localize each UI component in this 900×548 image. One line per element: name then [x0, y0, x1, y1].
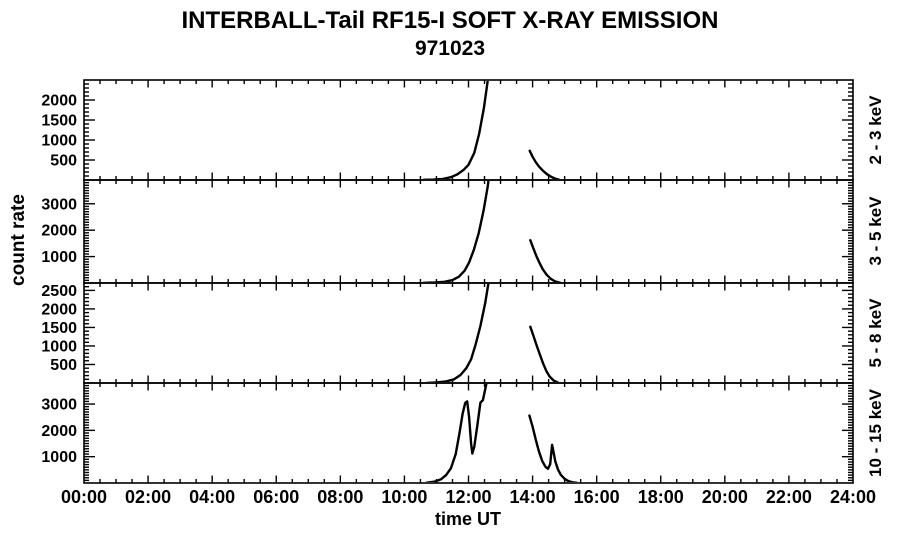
y-tick-label: 2500: [41, 283, 77, 300]
y-tick-label: 1000: [41, 449, 77, 466]
count-rate-curve-segment: [422, 81, 489, 179]
y-tick-label: 1000: [41, 133, 77, 150]
y-tick-label: 2000: [41, 301, 77, 318]
chart-title: INTERBALL-Tail RF15-I SOFT X-RAY EMISSIO…: [181, 7, 719, 34]
count-rate-curve-segment: [426, 284, 490, 382]
x-tick-label: 02:00: [125, 487, 171, 507]
panel-border: [83, 282, 854, 384]
y-tick-label: 500: [50, 357, 77, 374]
x-tick-label: 16:00: [574, 487, 620, 507]
x-tick-label: 06:00: [253, 487, 299, 507]
panel-border: [83, 382, 854, 484]
y-tick-label: 1500: [41, 320, 77, 337]
x-axis-label: time UT: [434, 509, 501, 529]
panel-3-5-kev: 1000 2000 3000: [41, 179, 854, 284]
y-tick-label: 1000: [41, 338, 77, 355]
y-tick-label: 3000: [41, 397, 77, 414]
count-rate-curve-segment: [528, 149, 560, 179]
count-rate-curve-segment: [528, 414, 578, 482]
panel-border: [83, 179, 854, 284]
y-tick-label: 3000: [41, 196, 77, 213]
x-tick-labels: 00:00 02:00 04:00 06:00 08:00 10:00 12:00 14:00…: [61, 487, 876, 507]
panel-2-3-kev: 500 1000 1500 2000: [41, 79, 854, 181]
x-tick-label: 00:00: [61, 487, 107, 507]
x-tick-label: 22:00: [766, 487, 812, 507]
y-tick-label: 2000: [41, 93, 77, 110]
x-tick-label: 14:00: [510, 487, 556, 507]
count-rate-curve-segment: [422, 181, 490, 282]
y-tick-label: 2000: [41, 423, 77, 440]
y-tick-label: 1500: [41, 113, 77, 130]
panel-10-15-kev: 1000 2000 3000: [41, 382, 854, 484]
chart-subtitle: 971023: [414, 37, 486, 60]
count-rate-curve-segment: [425, 384, 488, 482]
x-tick-label: 12:00: [445, 487, 491, 507]
panel-energy-label-10-15-kev: 10 - 15 keV: [866, 389, 885, 477]
count-rate-curve-segment: [529, 239, 561, 282]
y-tick-label: 1000: [41, 249, 77, 266]
y-tick-label: 500: [50, 153, 77, 170]
x-tick-label: 20:00: [702, 487, 748, 507]
x-tick-label: 24:00: [830, 487, 876, 507]
x-tick-label: 10:00: [381, 487, 427, 507]
x-tick-label: 08:00: [317, 487, 363, 507]
x-tick-label: 04:00: [189, 487, 235, 507]
count-rate-curve-segment: [529, 325, 559, 382]
y-tick-label: 2000: [41, 223, 77, 240]
x-tick-label: 18:00: [638, 487, 684, 507]
